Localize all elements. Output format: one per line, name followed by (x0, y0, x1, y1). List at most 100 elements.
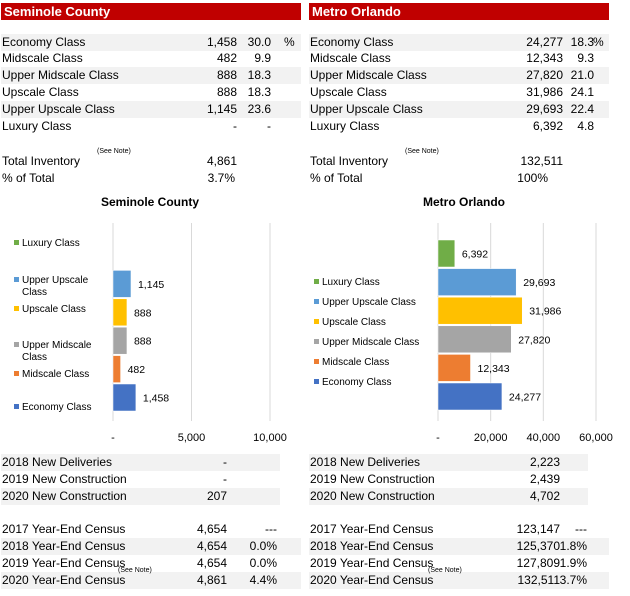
class-rooms: - (233, 119, 237, 133)
legend-swatch (314, 319, 319, 324)
pipeline-label: 2020 New Construction (310, 489, 435, 503)
census-value: 123,147 (516, 522, 560, 536)
census-change: 0.0% (249, 556, 277, 570)
legend-swatch (14, 306, 19, 311)
class-row: Economy Class 24,277 18.3% (309, 34, 609, 51)
legend-label: Upscale Class (22, 304, 86, 315)
class-label: Upscale Class (2, 85, 79, 99)
legend-label: Upper Midscale Class (322, 337, 419, 348)
total-inventory-value: 132,511 (520, 154, 564, 168)
class-pct: 24.1 (570, 85, 594, 99)
pipeline-label: 2020 New Construction (2, 489, 127, 503)
class-pct: 9.3 (577, 51, 594, 65)
legend-swatch (314, 339, 319, 344)
census-row: 2018 Year-End Census 125,370 1.8% (309, 538, 609, 555)
pct-total-label: % of Total (310, 171, 363, 185)
pipeline-label: 2018 New Deliveries (310, 455, 421, 469)
class-rooms: 888 (216, 68, 237, 82)
legend-label: Midscale Class (22, 369, 89, 380)
bar (112, 298, 128, 327)
total-inventory-row: Total Inventory (See Note) 132,511 (310, 148, 564, 168)
pipeline-value: - (223, 455, 227, 469)
legend-swatch (14, 240, 19, 245)
legend-label: Economy Class (22, 402, 91, 413)
pct-total-value: 3.7% (207, 171, 235, 185)
x-tick-label: 40,000 (527, 432, 561, 444)
data-label: 6,392 (462, 249, 488, 261)
pct-total-value: 100% (517, 171, 548, 185)
total-inventory-row: Total Inventory (See Note) 4,861 (2, 148, 237, 168)
pipeline-value: 2,223 (529, 455, 560, 469)
legend-label: Upscale Class (322, 317, 386, 328)
legend-swatch (314, 359, 319, 364)
legend-label: Class (22, 352, 47, 363)
class-pct: 21.0 (570, 68, 594, 82)
class-pct: 30.0 (247, 35, 271, 49)
pipeline-row: 2018 New Deliveries - (1, 454, 301, 471)
bar (437, 296, 523, 325)
pipeline-row: 2020 New Construction 207 (1, 488, 301, 505)
class-label: Luxury Class (2, 119, 72, 133)
legend-swatch (14, 342, 19, 347)
bar (112, 355, 121, 383)
census-row: 2019 Year-End Census 4,654 0.0% (1, 555, 301, 572)
class-row: Midscale Class 482 9.9 (1, 50, 301, 67)
class-label: Economy Class (310, 35, 394, 49)
pipeline-row: 2020 New Construction 4,702 (309, 488, 609, 505)
class-label: Economy Class (2, 35, 86, 49)
bar (112, 383, 137, 412)
bar (437, 268, 517, 296)
census-change: 1.8% (559, 539, 587, 553)
x-tick-label: 10,000 (253, 432, 287, 444)
class-pct: 4.8 (577, 119, 594, 133)
pipeline-row: 2019 New Construction 2,439 (309, 471, 609, 488)
class-rooms: 6,392 (532, 119, 563, 133)
legend-swatch (14, 277, 19, 282)
class-row: Upscale Class 888 18.3 (1, 84, 301, 101)
census-value: 127,809 (516, 556, 560, 570)
x-tick-label: - (436, 432, 440, 444)
census-value: 4,861 (196, 573, 227, 587)
class-pct: 23.6 (247, 102, 271, 116)
legend-label: Luxury Class (22, 238, 80, 249)
data-label: 1,145 (138, 279, 164, 291)
class-label: Midscale Class (310, 51, 391, 65)
class-row: Upper Upscale Class 29,693 22.4 (309, 101, 609, 118)
census-value: 4,654 (196, 539, 227, 553)
seminole-panel: Seminole County Economy Class 1,458 30.0% M… (1, 0, 301, 589)
legend-label: Economy Class (322, 377, 391, 388)
legend-label: Class (22, 287, 47, 298)
data-label: 482 (128, 364, 146, 376)
bar (437, 354, 471, 382)
pct-total-row: % of Total 100% (309, 170, 609, 187)
x-tick-label: 20,000 (474, 432, 508, 444)
class-row: Upscale Class 31,986 24.1 (309, 84, 609, 101)
class-rooms: 1,145 (206, 102, 237, 116)
pipeline-value: 207 (206, 489, 227, 503)
census-label: 2018 Year-End Census (310, 539, 434, 553)
census-label: 2019 Year-End Census (310, 556, 434, 570)
class-rooms: 1,458 (206, 35, 237, 49)
class-pct: 18.3 (247, 68, 271, 82)
class-label: Luxury Class (310, 119, 380, 133)
bar (112, 326, 128, 355)
census-value: 132,511 (517, 573, 561, 587)
legend-label: Upper Upscale Class (322, 297, 416, 308)
pipeline-label: 2018 New Deliveries (2, 455, 113, 469)
bar (437, 239, 456, 268)
legend-swatch (14, 371, 19, 376)
class-label: Upscale Class (310, 85, 387, 99)
class-pct: 18.3 (570, 35, 594, 49)
data-label: 888 (134, 307, 152, 319)
census-value: 4,654 (196, 522, 227, 536)
data-label: 24,277 (509, 392, 541, 404)
class-row: Upper Upscale Class 1,145 23.6 (1, 101, 301, 118)
data-label: 12,343 (478, 363, 510, 375)
pipeline-row: 2019 New Construction - (1, 471, 301, 488)
data-label: 888 (134, 336, 152, 348)
class-pct: 22.4 (570, 102, 594, 116)
census-change: --- (265, 522, 277, 536)
bar (437, 325, 512, 354)
pipeline-label: 2019 New Construction (2, 472, 127, 486)
pipeline-value: - (223, 472, 227, 486)
